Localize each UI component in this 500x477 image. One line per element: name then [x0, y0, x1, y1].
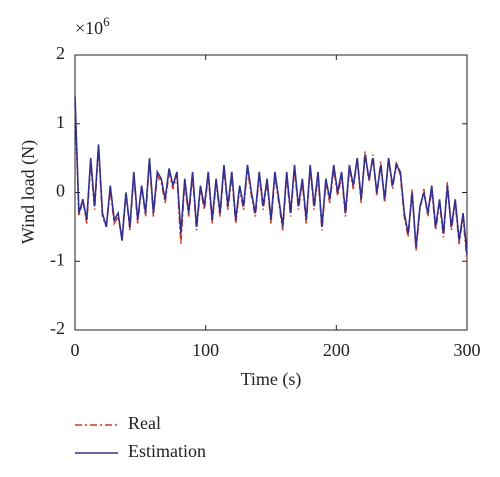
multiplier-exponent: 6	[103, 14, 110, 29]
y-tick-label: -1	[50, 249, 65, 269]
x-axis-label: Time (s)	[241, 369, 302, 390]
y-axis-label: Wind load (N)	[18, 140, 39, 244]
y-tick-label: 2	[56, 43, 65, 63]
legend-label: Estimation	[128, 441, 206, 461]
legend-label: Real	[128, 413, 161, 433]
x-tick-label: 0	[71, 340, 80, 360]
x-tick-label: 200	[323, 340, 350, 360]
y-tick-label: 1	[56, 112, 65, 132]
series-line	[74, 96, 468, 255]
multiplier-base: ×10	[75, 18, 103, 38]
x-tick-label: 300	[454, 340, 481, 360]
x-tick-label: 100	[192, 340, 219, 360]
y-tick-label: -2	[50, 318, 65, 338]
y-tick-label: 0	[56, 181, 65, 201]
plot-frame	[74, 54, 468, 331]
y-multiplier: ×106	[75, 14, 110, 38]
